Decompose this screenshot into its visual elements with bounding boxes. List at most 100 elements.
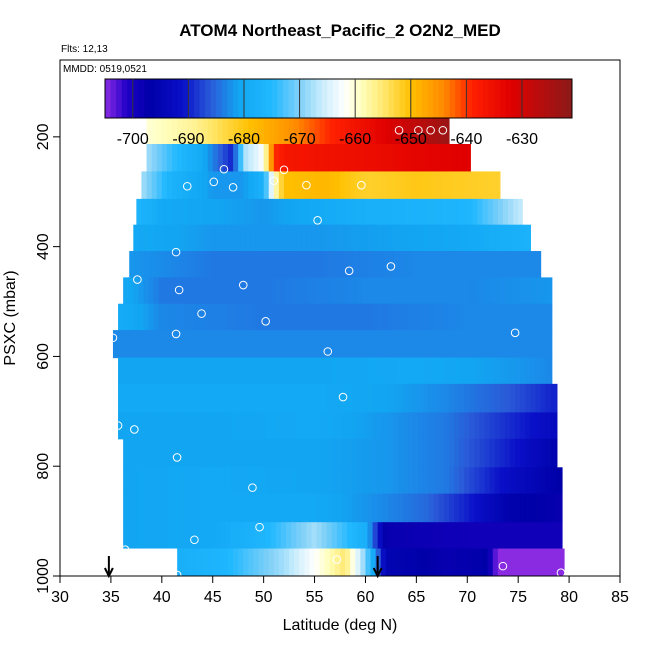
heatmap-cell: [187, 198, 193, 226]
heatmap-cell: [307, 251, 314, 278]
heatmap-cell: [540, 467, 547, 495]
heatmap-cell: [123, 522, 129, 550]
heatmap-cell: [302, 251, 309, 278]
heatmap-cell: [515, 330, 521, 359]
heatmap-cell: [452, 143, 458, 173]
heatmap-cell: [520, 330, 526, 359]
heatmap-cell: [184, 224, 190, 252]
heatmap-cell: [251, 251, 258, 278]
colorbar-swatch: [321, 79, 328, 118]
heatmap-cell: [180, 251, 186, 278]
heatmap-cell: [311, 303, 318, 331]
heatmap-cell: [499, 412, 506, 440]
colorbar-swatch: [227, 79, 234, 118]
heatmap-cell: [540, 303, 547, 331]
heatmap-cell: [222, 198, 229, 226]
heatmap-cell: [265, 330, 272, 359]
heatmap-cell: [406, 548, 412, 576]
heatmap-cell: [367, 277, 374, 305]
heatmap-cell: [209, 303, 216, 331]
colorbar-swatch: [132, 79, 139, 118]
heatmap-cell: [148, 467, 155, 495]
heatmap-cell: [342, 224, 348, 252]
colorbar-tick-label: -680: [228, 131, 260, 148]
heatmap-cell: [204, 522, 211, 550]
heatmap-cell: [530, 330, 537, 359]
colorbar-swatch: [316, 79, 323, 118]
heatmap-cell: [311, 277, 318, 305]
heatmap-cell: [273, 143, 280, 173]
heatmap-cell: [484, 438, 491, 468]
heatmap-cell: [263, 171, 270, 200]
heatmap-cell: [268, 116, 275, 145]
heatmap-cell: [311, 412, 318, 440]
heatmap-cell: [357, 357, 363, 385]
heatmap-cell: [543, 548, 550, 576]
heatmap-cell: [515, 438, 521, 468]
heatmap-cell: [123, 438, 129, 468]
heatmap-cell: [184, 357, 190, 385]
heatmap-cell: [321, 522, 328, 550]
heatmap-cell: [143, 357, 150, 385]
heatmap-cell: [240, 493, 246, 523]
heatmap-cell: [309, 143, 316, 173]
heatmap-cell: [469, 412, 475, 440]
heatmap-cell: [434, 251, 441, 278]
heatmap-cell: [163, 277, 170, 305]
heatmap-cell: [484, 493, 491, 523]
heatmap-cell: [418, 277, 425, 305]
heatmap-cell: [352, 493, 358, 523]
flight-point: [269, 176, 279, 186]
heatmap-cell: [148, 330, 155, 359]
x-tick-label: 35: [102, 589, 120, 606]
heatmap-cell: [304, 116, 311, 145]
heatmap-cell: [123, 303, 129, 331]
heatmap-cell: [260, 467, 267, 495]
x-tick-label: 50: [255, 589, 273, 606]
heatmap-cell: [331, 522, 338, 550]
heatmap-cell: [454, 330, 460, 359]
heatmap-cell: [204, 383, 211, 414]
heatmap-cell: [331, 224, 338, 252]
heatmap-cell: [357, 438, 363, 468]
heatmap-cell: [419, 251, 426, 278]
heatmap-cell: [297, 251, 303, 278]
heatmap-cell: [258, 171, 265, 200]
heatmap-cell: [347, 438, 353, 468]
heatmap-cell: [477, 198, 484, 226]
colorbar-swatch: [288, 79, 295, 118]
heatmap-cell: [179, 303, 185, 331]
colorbar-swatch: [166, 79, 173, 118]
heatmap-cell: [123, 330, 129, 359]
heatmap-cell: [291, 303, 297, 331]
heatmap-cell: [306, 522, 313, 550]
heatmap-cell: [329, 116, 336, 145]
heatmap-cell: [545, 412, 552, 440]
heatmap-cell: [535, 303, 542, 331]
heatmap-cell: [225, 251, 232, 278]
heatmap-cell: [428, 522, 435, 550]
heatmap-cell: [474, 522, 481, 550]
heatmap-cell: [408, 383, 414, 414]
heatmap-cell: [550, 522, 557, 550]
heatmap-cell: [284, 116, 290, 145]
heatmap-cell: [275, 383, 282, 414]
colorbar-swatch: [371, 79, 378, 118]
heatmap-cell: [426, 143, 433, 173]
heatmap-cell: [286, 493, 292, 523]
heatmap-cell: [403, 412, 409, 440]
heatmap-cell: [492, 548, 499, 576]
heatmap-cell: [482, 198, 489, 226]
heatmap-cell: [413, 277, 419, 305]
heatmap-cell: [174, 467, 180, 495]
heatmap-cell: [510, 522, 516, 550]
heatmap-cell: [156, 116, 163, 145]
heatmap-cell: [289, 116, 295, 145]
heatmap-cell: [441, 116, 448, 145]
heatmap-cell: [413, 522, 419, 550]
heatmap-cell: [321, 277, 328, 305]
heatmap-cell: [448, 357, 455, 385]
heatmap-cell: [560, 467, 563, 495]
heatmap-cell: [443, 277, 450, 305]
heatmap-cell: [525, 467, 531, 495]
